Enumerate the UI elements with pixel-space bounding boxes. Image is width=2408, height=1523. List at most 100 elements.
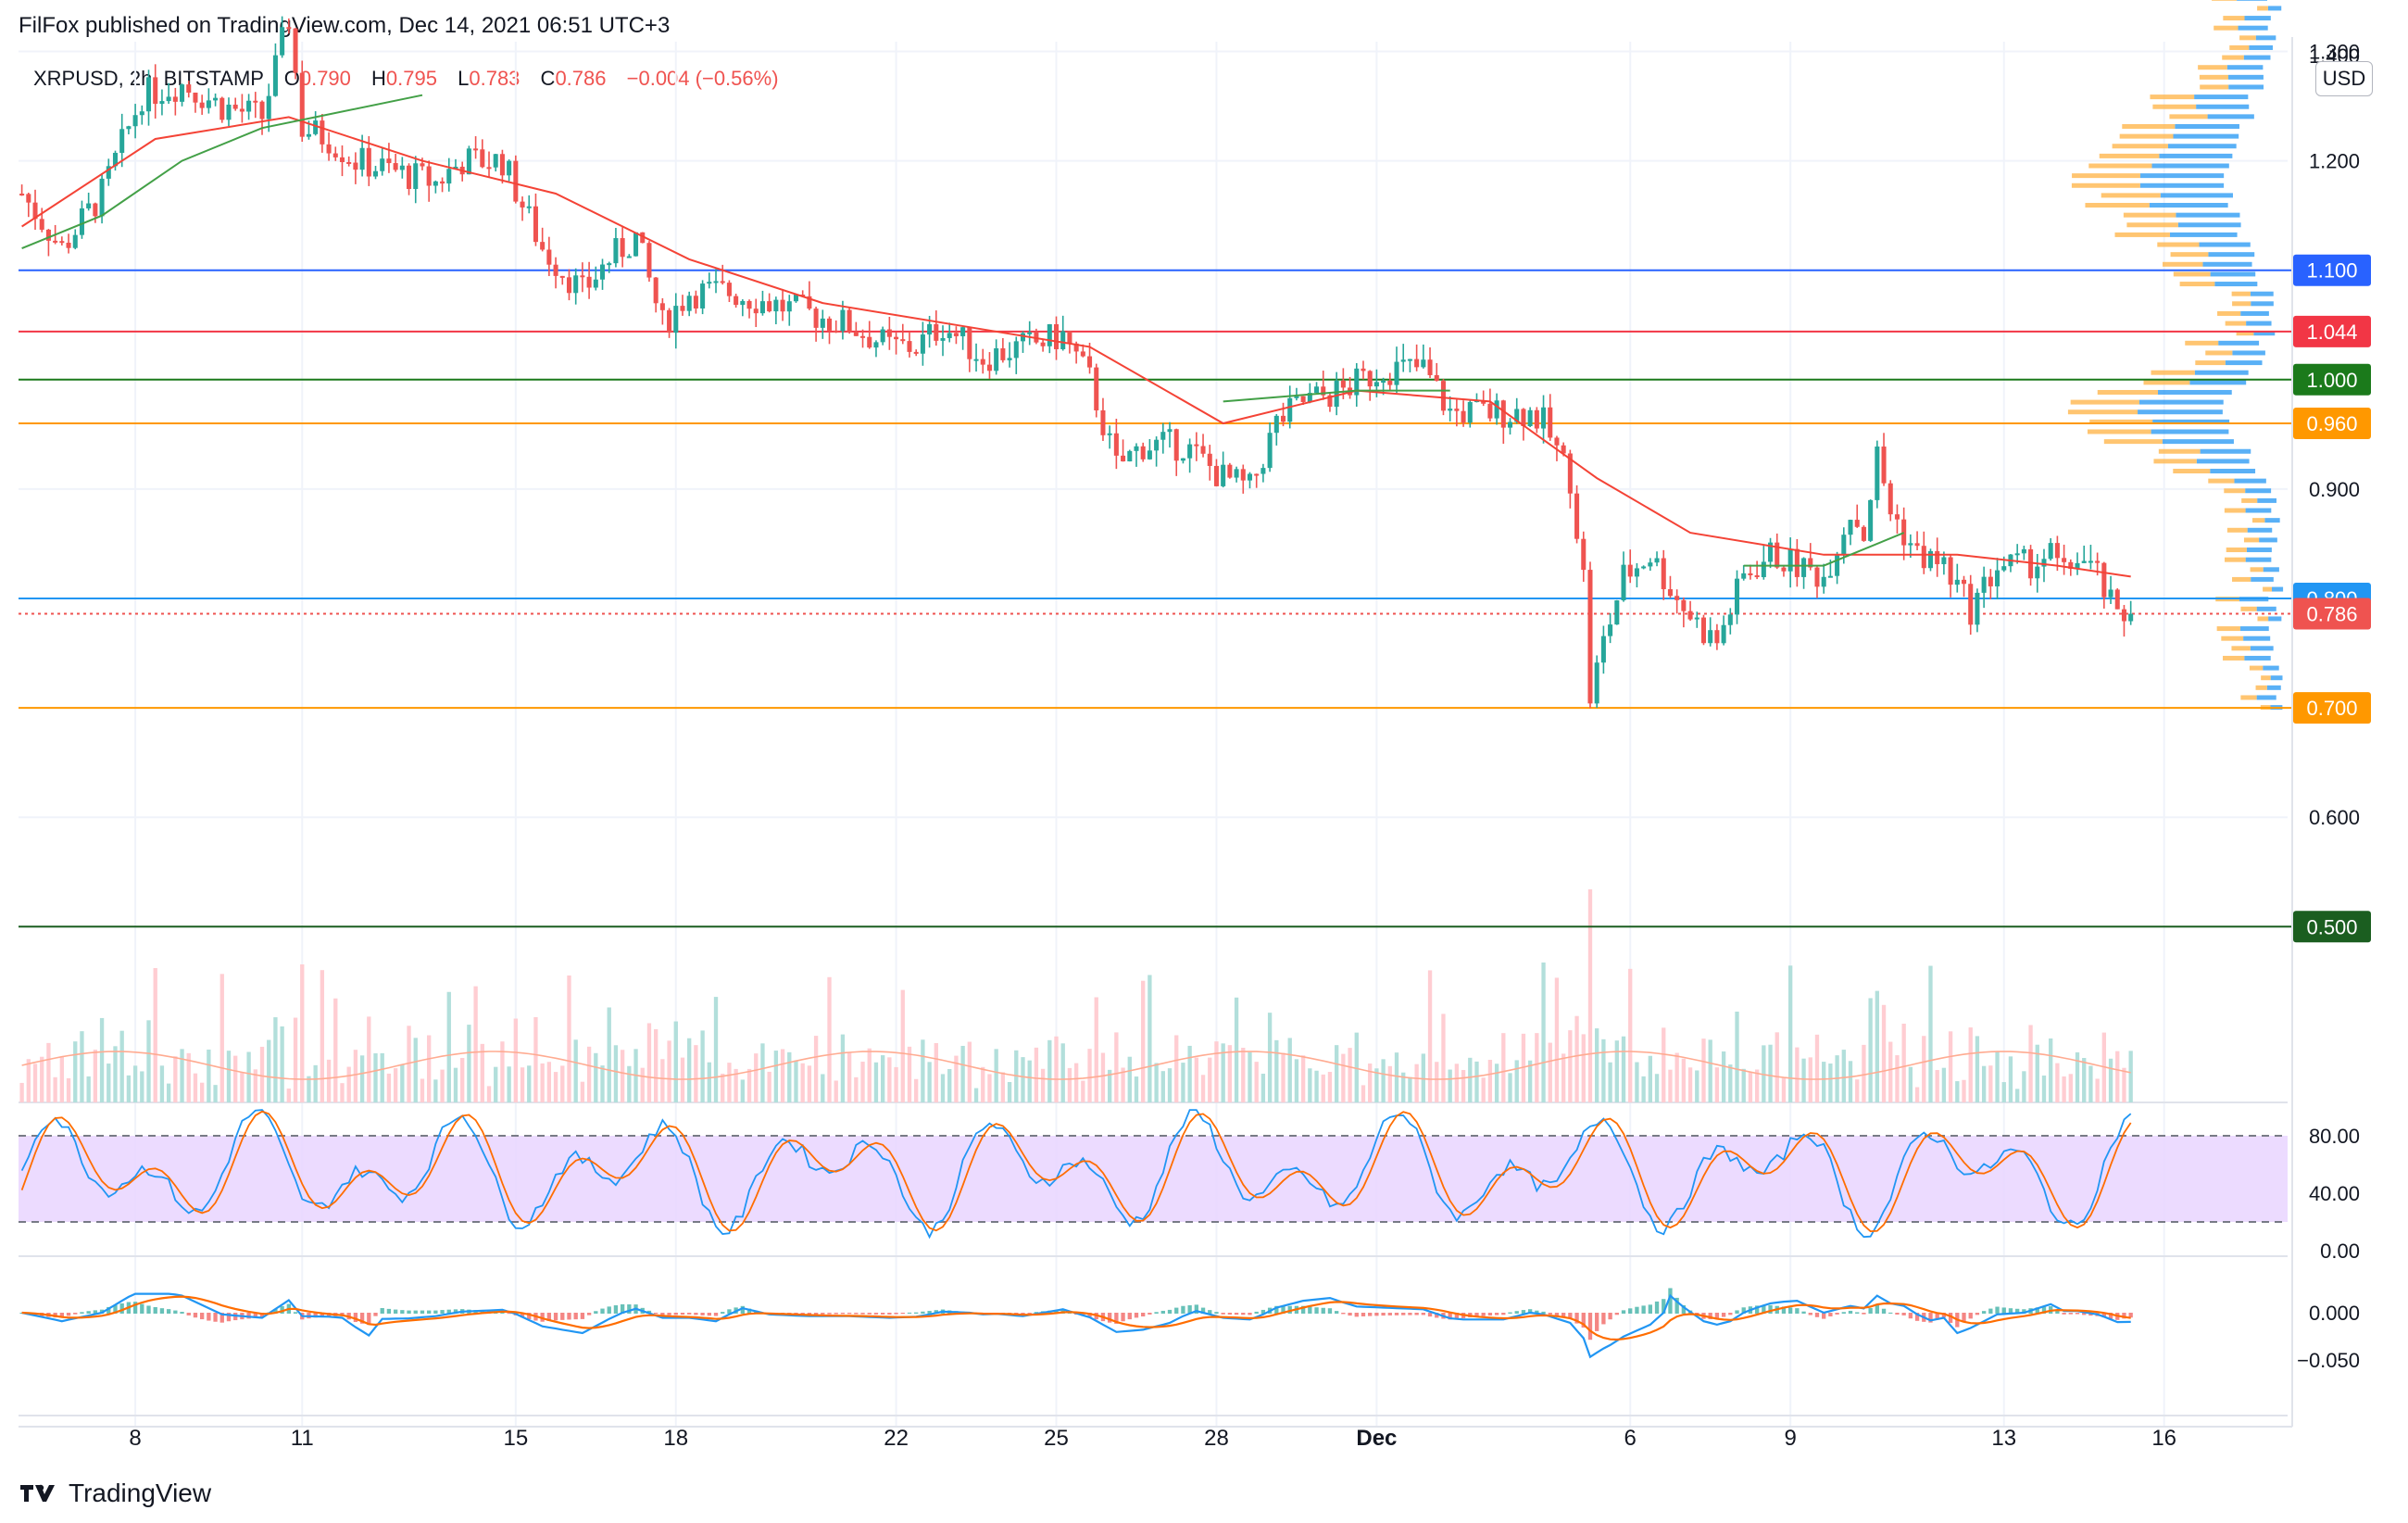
volume-bar	[300, 964, 305, 1102]
profile-bar-down	[2205, 350, 2233, 356]
currency-button[interactable]: USD	[2315, 61, 2373, 96]
horizontal-levels	[19, 269, 2292, 928]
volume-bar	[1448, 1069, 1452, 1102]
macd-histogram-bar	[1127, 1313, 1132, 1320]
volume-bar	[954, 1055, 959, 1102]
volume-bar	[40, 1056, 44, 1102]
macd-histogram-bar	[847, 1313, 852, 1315]
volume-bar	[567, 975, 571, 1102]
volume-bar	[2049, 1038, 2053, 1102]
macd-histogram-bar	[1260, 1309, 1266, 1314]
candle-body	[2054, 543, 2060, 559]
candle-body	[686, 296, 692, 311]
volume-bar	[1754, 1069, 1760, 1102]
volume-bar	[1221, 1043, 1225, 1102]
sma-line	[21, 94, 423, 250]
volume-bar	[1668, 1069, 1673, 1102]
candle-body	[199, 102, 205, 108]
volume-bar	[53, 1076, 57, 1102]
volume-bar	[1321, 1074, 1325, 1102]
macd-histogram-bar	[107, 1306, 111, 1314]
macd-histogram-bar	[887, 1313, 892, 1315]
volume-bar	[1040, 1068, 1046, 1102]
level-label-bg	[2293, 408, 2371, 440]
candle-body	[873, 342, 879, 348]
volume-bar	[80, 1031, 84, 1102]
macd-histogram-bar	[527, 1313, 532, 1320]
profile-bar-up	[2151, 163, 2229, 169]
candle-body	[1507, 422, 1513, 428]
volume-bar	[1988, 1065, 1993, 1102]
profile-bar-down	[2263, 586, 2272, 592]
volume-bar	[386, 1073, 392, 1102]
volume-bar	[440, 1069, 445, 1102]
volume-bar	[1421, 1053, 1425, 1102]
profile-bar-down	[2071, 183, 2140, 188]
candle-body	[272, 55, 278, 96]
volume-bar	[1822, 1062, 1826, 1102]
macd-histogram-bar	[507, 1313, 511, 1315]
candle-body	[607, 263, 612, 266]
candle-body	[1053, 323, 1060, 349]
profile-bar-down	[2252, 518, 2265, 523]
profile-bar-down	[2231, 291, 2251, 296]
time-tick-label: 6	[1624, 1426, 1637, 1451]
volume-bar	[746, 1068, 752, 1102]
volume-bar	[1154, 1063, 1159, 1102]
candle-body	[433, 181, 438, 186]
macd-histogram-bar	[200, 1313, 205, 1320]
candle-body	[520, 201, 525, 208]
profile-bar-up	[2253, 331, 2276, 336]
candle-body	[880, 329, 885, 343]
candle-body	[947, 333, 952, 338]
candle-body	[753, 308, 759, 314]
candle-body	[780, 299, 785, 312]
candle-body	[239, 108, 245, 112]
candle-body	[986, 364, 992, 371]
profile-bar-down	[2240, 695, 2257, 700]
candle-body	[940, 337, 946, 341]
tradingview-brand[interactable]: TradingView	[19, 1479, 211, 1508]
macd-histogram-bar	[320, 1313, 325, 1317]
profile-bar-up	[2232, 350, 2265, 356]
macd-histogram-bar	[132, 1302, 138, 1314]
volume-bar	[1635, 1062, 1639, 1102]
volume-bar	[1047, 1039, 1052, 1102]
volume-bar	[1914, 1087, 1920, 1102]
candle-body	[119, 129, 125, 153]
candle-body	[960, 327, 966, 336]
candle-body	[1627, 564, 1633, 577]
volume-bar	[1254, 1062, 1259, 1102]
volume-bar	[1975, 1036, 1980, 1102]
volume-bar	[813, 1036, 819, 1102]
volume-bar	[1054, 1036, 1059, 1102]
candle-body	[480, 149, 485, 168]
moving-averages	[21, 94, 2131, 578]
volume-bar	[1841, 1050, 1846, 1102]
candle-body	[1954, 579, 1960, 585]
candle-body	[1160, 432, 1166, 440]
volume-bar	[86, 1076, 91, 1102]
macd-histogram-bar	[1948, 1313, 1953, 1323]
profile-bar-up	[2245, 508, 2272, 513]
macd-histogram-bar	[921, 1311, 925, 1314]
volume-bar	[1848, 1061, 1853, 1102]
volume-bar	[613, 1045, 619, 1102]
macd-histogram-bar	[153, 1306, 157, 1314]
candle-body	[807, 296, 812, 309]
macd-histogram-bar	[1901, 1313, 1906, 1315]
candle-body	[393, 163, 398, 170]
volume-bar	[734, 1068, 738, 1102]
candle-body	[213, 97, 219, 101]
candle-body	[372, 170, 379, 177]
level-label: 0.700	[2306, 697, 2357, 720]
candle-body	[93, 203, 98, 217]
candle-body	[1334, 380, 1339, 408]
macd-histogram-bar	[713, 1313, 719, 1316]
level-label: 1.044	[2306, 321, 2357, 344]
macd-histogram-bar	[433, 1310, 438, 1314]
high-label: H	[371, 67, 386, 90]
macd-histogram-bar	[253, 1313, 257, 1318]
volume-bar	[1060, 1043, 1065, 1102]
